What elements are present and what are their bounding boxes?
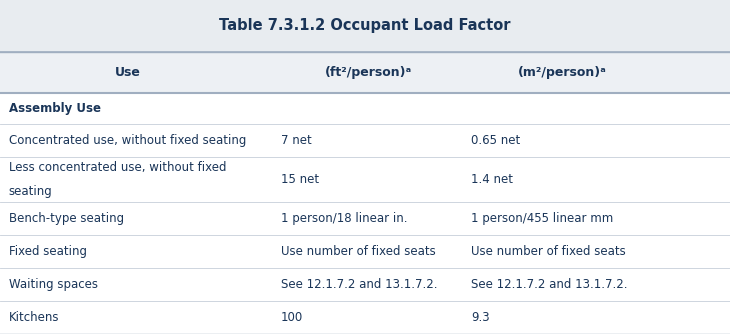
Text: Fixed seating: Fixed seating: [9, 245, 87, 258]
Text: 1 person/18 linear in.: 1 person/18 linear in.: [281, 212, 407, 225]
Text: 0.65 net: 0.65 net: [471, 134, 520, 147]
Text: Use number of fixed seats: Use number of fixed seats: [281, 245, 436, 258]
Text: Table 7.3.1.2 Occupant Load Factor: Table 7.3.1.2 Occupant Load Factor: [219, 18, 511, 33]
Text: 100: 100: [281, 311, 303, 324]
Text: seating: seating: [9, 185, 53, 198]
Text: Bench-type seating: Bench-type seating: [9, 212, 124, 225]
Bar: [0, 0, 730, 51]
Text: Waiting spaces: Waiting spaces: [9, 278, 98, 291]
Text: Concentrated use, without fixed seating: Concentrated use, without fixed seating: [9, 134, 246, 147]
Text: 9.3: 9.3: [471, 311, 490, 324]
Text: 1.4 net: 1.4 net: [471, 173, 513, 186]
Bar: [0, 268, 730, 301]
Bar: [0, 301, 730, 334]
Text: 1 person/455 linear mm: 1 person/455 linear mm: [471, 212, 613, 225]
Bar: [0, 235, 730, 268]
Text: Kitchens: Kitchens: [9, 311, 59, 324]
Bar: [0, 93, 730, 124]
Text: Use number of fixed seats: Use number of fixed seats: [471, 245, 626, 258]
Bar: [0, 202, 730, 235]
Text: See 12.1.7.2 and 13.1.7.2.: See 12.1.7.2 and 13.1.7.2.: [471, 278, 627, 291]
Text: 15 net: 15 net: [281, 173, 319, 186]
Text: Assembly Use: Assembly Use: [9, 102, 101, 115]
Bar: [0, 51, 730, 93]
Text: Less concentrated use, without fixed: Less concentrated use, without fixed: [9, 161, 226, 174]
Text: 7 net: 7 net: [281, 134, 312, 147]
Text: (m²/person)ᵃ: (m²/person)ᵃ: [518, 66, 607, 79]
Bar: [0, 124, 730, 157]
Text: See 12.1.7.2 and 13.1.7.2.: See 12.1.7.2 and 13.1.7.2.: [281, 278, 437, 291]
Text: Use: Use: [115, 66, 141, 79]
Text: (ft²/person)ᵃ: (ft²/person)ᵃ: [325, 66, 412, 79]
Bar: [0, 157, 730, 202]
